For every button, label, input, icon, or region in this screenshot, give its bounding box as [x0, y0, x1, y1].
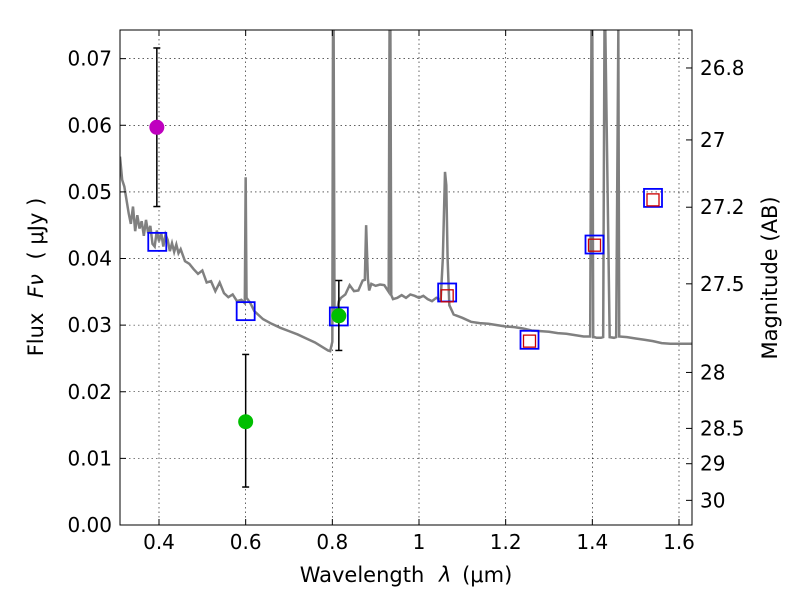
x-tick-label: 1 [413, 530, 426, 554]
y-tick-label: 0.07 [67, 47, 112, 71]
x-tick-label: 0.8 [316, 530, 348, 554]
y-tick-label: 0.06 [67, 113, 112, 137]
y-axis-right: 26.8 27 27.2 27.5 28 28.5 29 30 [686, 56, 745, 512]
y-axis-label: Flux Fν ( μJy ) [24, 198, 48, 357]
observed-green-point [238, 414, 254, 430]
model-photometry-point [643, 187, 663, 208]
observed-magenta-point [149, 119, 165, 135]
x-axis-label-symbol: λ [438, 563, 451, 587]
y-tick-label: 0.01 [67, 446, 112, 470]
spectrum-line [120, 30, 692, 353]
x-tick-label: 0.4 [143, 530, 175, 554]
y-tick-label: 0.04 [67, 247, 112, 271]
model-photometry-point [584, 234, 605, 255]
x-tick-label: 1.2 [490, 530, 522, 554]
y2-tick-label: 28 [700, 360, 725, 384]
observed-square-point [646, 193, 660, 207]
model-photometry-point [235, 301, 256, 322]
x-axis-label-text: Wavelength [300, 563, 425, 587]
observed-square-point [587, 238, 602, 252]
x-tick-label: 1.6 [663, 530, 695, 554]
x-axis: 0.4 0.6 0.8 1 1.2 1.4 1.6 [143, 30, 695, 554]
y-tick-label: 0.05 [67, 180, 112, 204]
y-tick-label: 0.00 [67, 513, 112, 537]
x-axis-label: Wavelength λ (μm) [300, 563, 513, 587]
y-axis-label-unit: ( μJy ) [24, 198, 48, 260]
x-axis-label-unit: (μm) [462, 563, 512, 587]
observed-square-point [522, 334, 537, 348]
y2-axis-label: Magnitude (AB) [758, 196, 782, 359]
y2-tick-label: 28.5 [700, 416, 745, 440]
y-axis-left: 0.00 0.01 0.02 0.03 0.04 0.05 0.06 0.07 [67, 47, 126, 537]
y-tick-label: 0.03 [67, 313, 112, 337]
y-tick-label: 0.02 [67, 380, 112, 404]
y-axis-label-text: Flux [24, 313, 48, 357]
y2-tick-label: 27.2 [700, 195, 745, 219]
y2-tick-label: 27.5 [700, 272, 745, 296]
y2-tick-label: 30 [700, 488, 725, 512]
y2-tick-label: 27 [700, 128, 725, 152]
model-photometry-point [519, 329, 540, 350]
observed-green-point [331, 308, 347, 324]
y-axis-label-symbol: Fν [24, 274, 48, 298]
data-marks [147, 47, 663, 488]
x-tick-label: 0.6 [230, 530, 262, 554]
x-tick-label: 1.4 [576, 530, 608, 554]
y2-tick-label: 26.8 [700, 56, 745, 80]
plot-area [120, 30, 692, 353]
observed-square-point [440, 289, 454, 303]
plot-frame [119, 29, 693, 526]
model-photometry-point [147, 231, 168, 252]
y2-tick-label: 29 [700, 452, 725, 476]
